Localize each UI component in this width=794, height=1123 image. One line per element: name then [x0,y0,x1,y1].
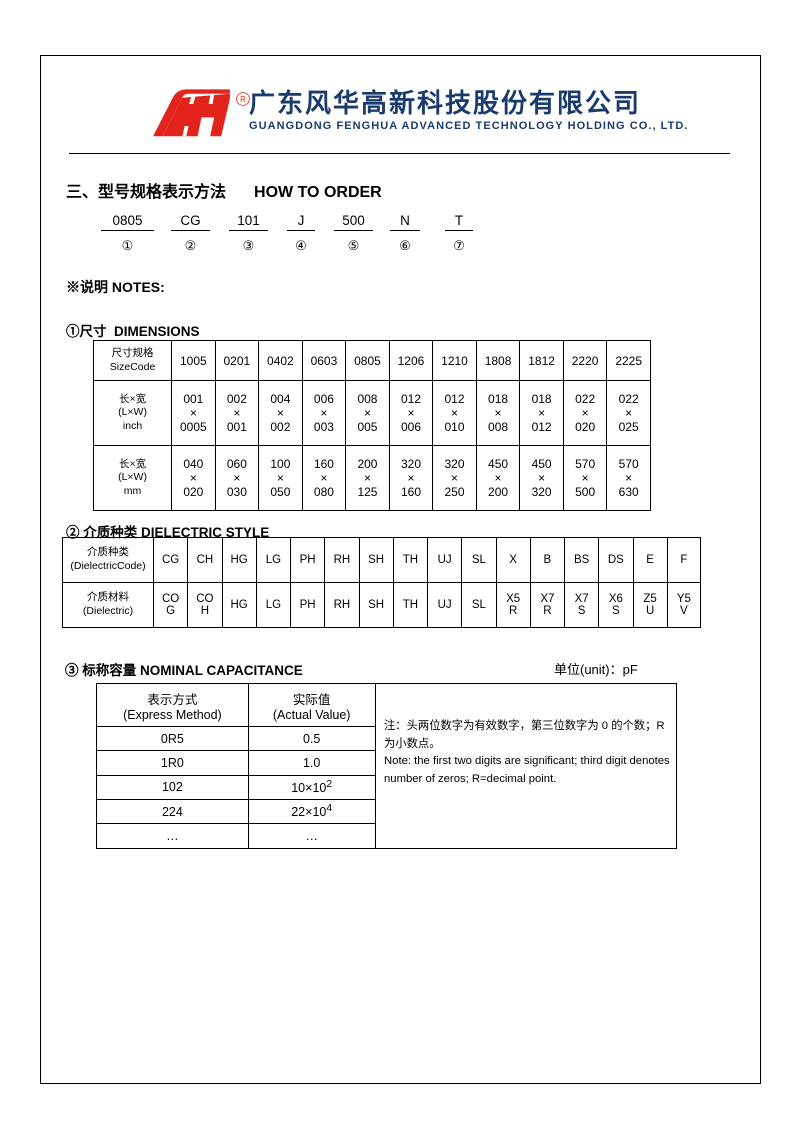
svg-text:R: R [240,95,246,104]
